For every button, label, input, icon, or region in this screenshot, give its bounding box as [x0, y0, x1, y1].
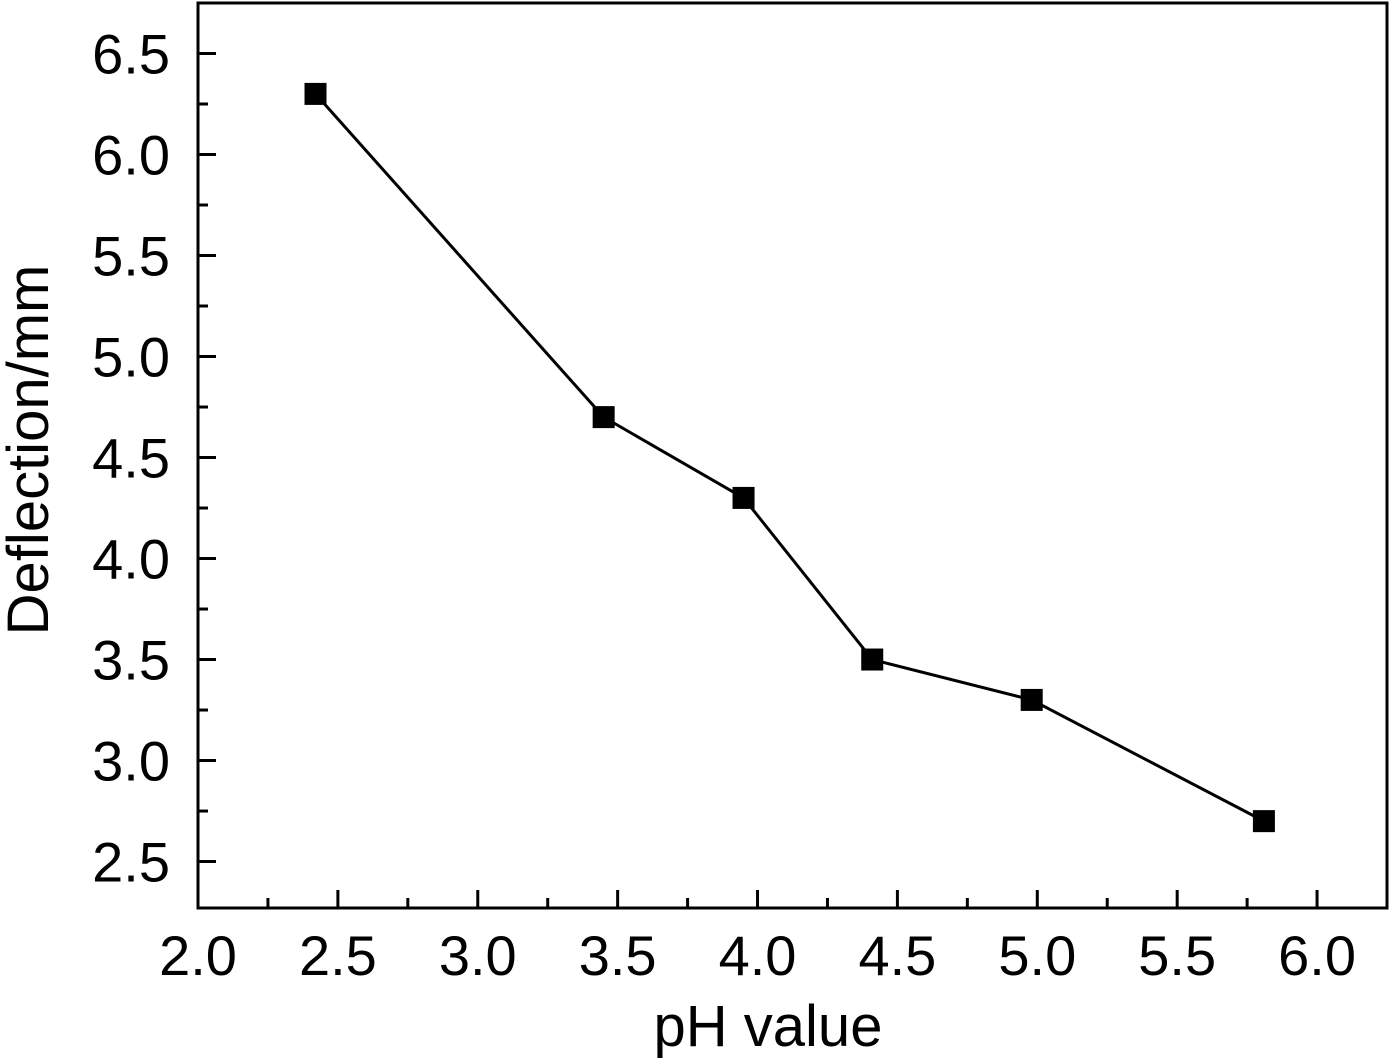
plot-frame [196, 1, 1389, 910]
y-tick-label: 5.0 [92, 326, 170, 389]
data-point-marker [861, 648, 884, 671]
y-tick-label: 6.5 [92, 23, 170, 86]
data-point-marker [592, 406, 615, 429]
x-tick-label: 3.0 [439, 924, 517, 987]
x-tick-label: 3.5 [579, 924, 657, 987]
axis-ticks [196, 52, 1319, 908]
y-tick-label: 5.5 [92, 225, 170, 288]
x-tick-label: 4.0 [719, 924, 797, 987]
x-tick-label: 5.0 [998, 924, 1076, 987]
y-tick-label: 3.0 [92, 730, 170, 793]
x-tick-label: 6.0 [1278, 924, 1356, 987]
series-line [314, 92, 1265, 823]
y-axis-title: Deflection/mm [0, 265, 61, 636]
x-tick-labels: 2.0 2.5 3.0 3.5 4.0 4.5 5.0 5.5 6.0 [159, 924, 1356, 987]
data-point-marker [732, 486, 755, 509]
y-tick-label: 6.0 [92, 124, 170, 187]
data-point-marker [1252, 810, 1275, 833]
series-layer [304, 82, 1275, 833]
x-tick-label: 5.5 [1138, 924, 1216, 987]
y-tick-label: 3.5 [92, 629, 170, 692]
y-tick-labels: 2.5 3.0 3.5 4.0 4.5 5.0 5.5 6.0 6.5 [92, 23, 170, 894]
x-tick-label: 2.5 [299, 924, 377, 987]
x-tick-label: 4.5 [858, 924, 936, 987]
y-tick-label: 4.5 [92, 427, 170, 490]
y-tick-label: 4.0 [92, 528, 170, 591]
data-point-marker [304, 82, 327, 105]
x-tick-label: 2.0 [159, 924, 237, 987]
data-point-marker [1020, 688, 1043, 711]
x-axis-title: pH value [654, 994, 883, 1058]
y-tick-label: 2.5 [92, 831, 170, 894]
